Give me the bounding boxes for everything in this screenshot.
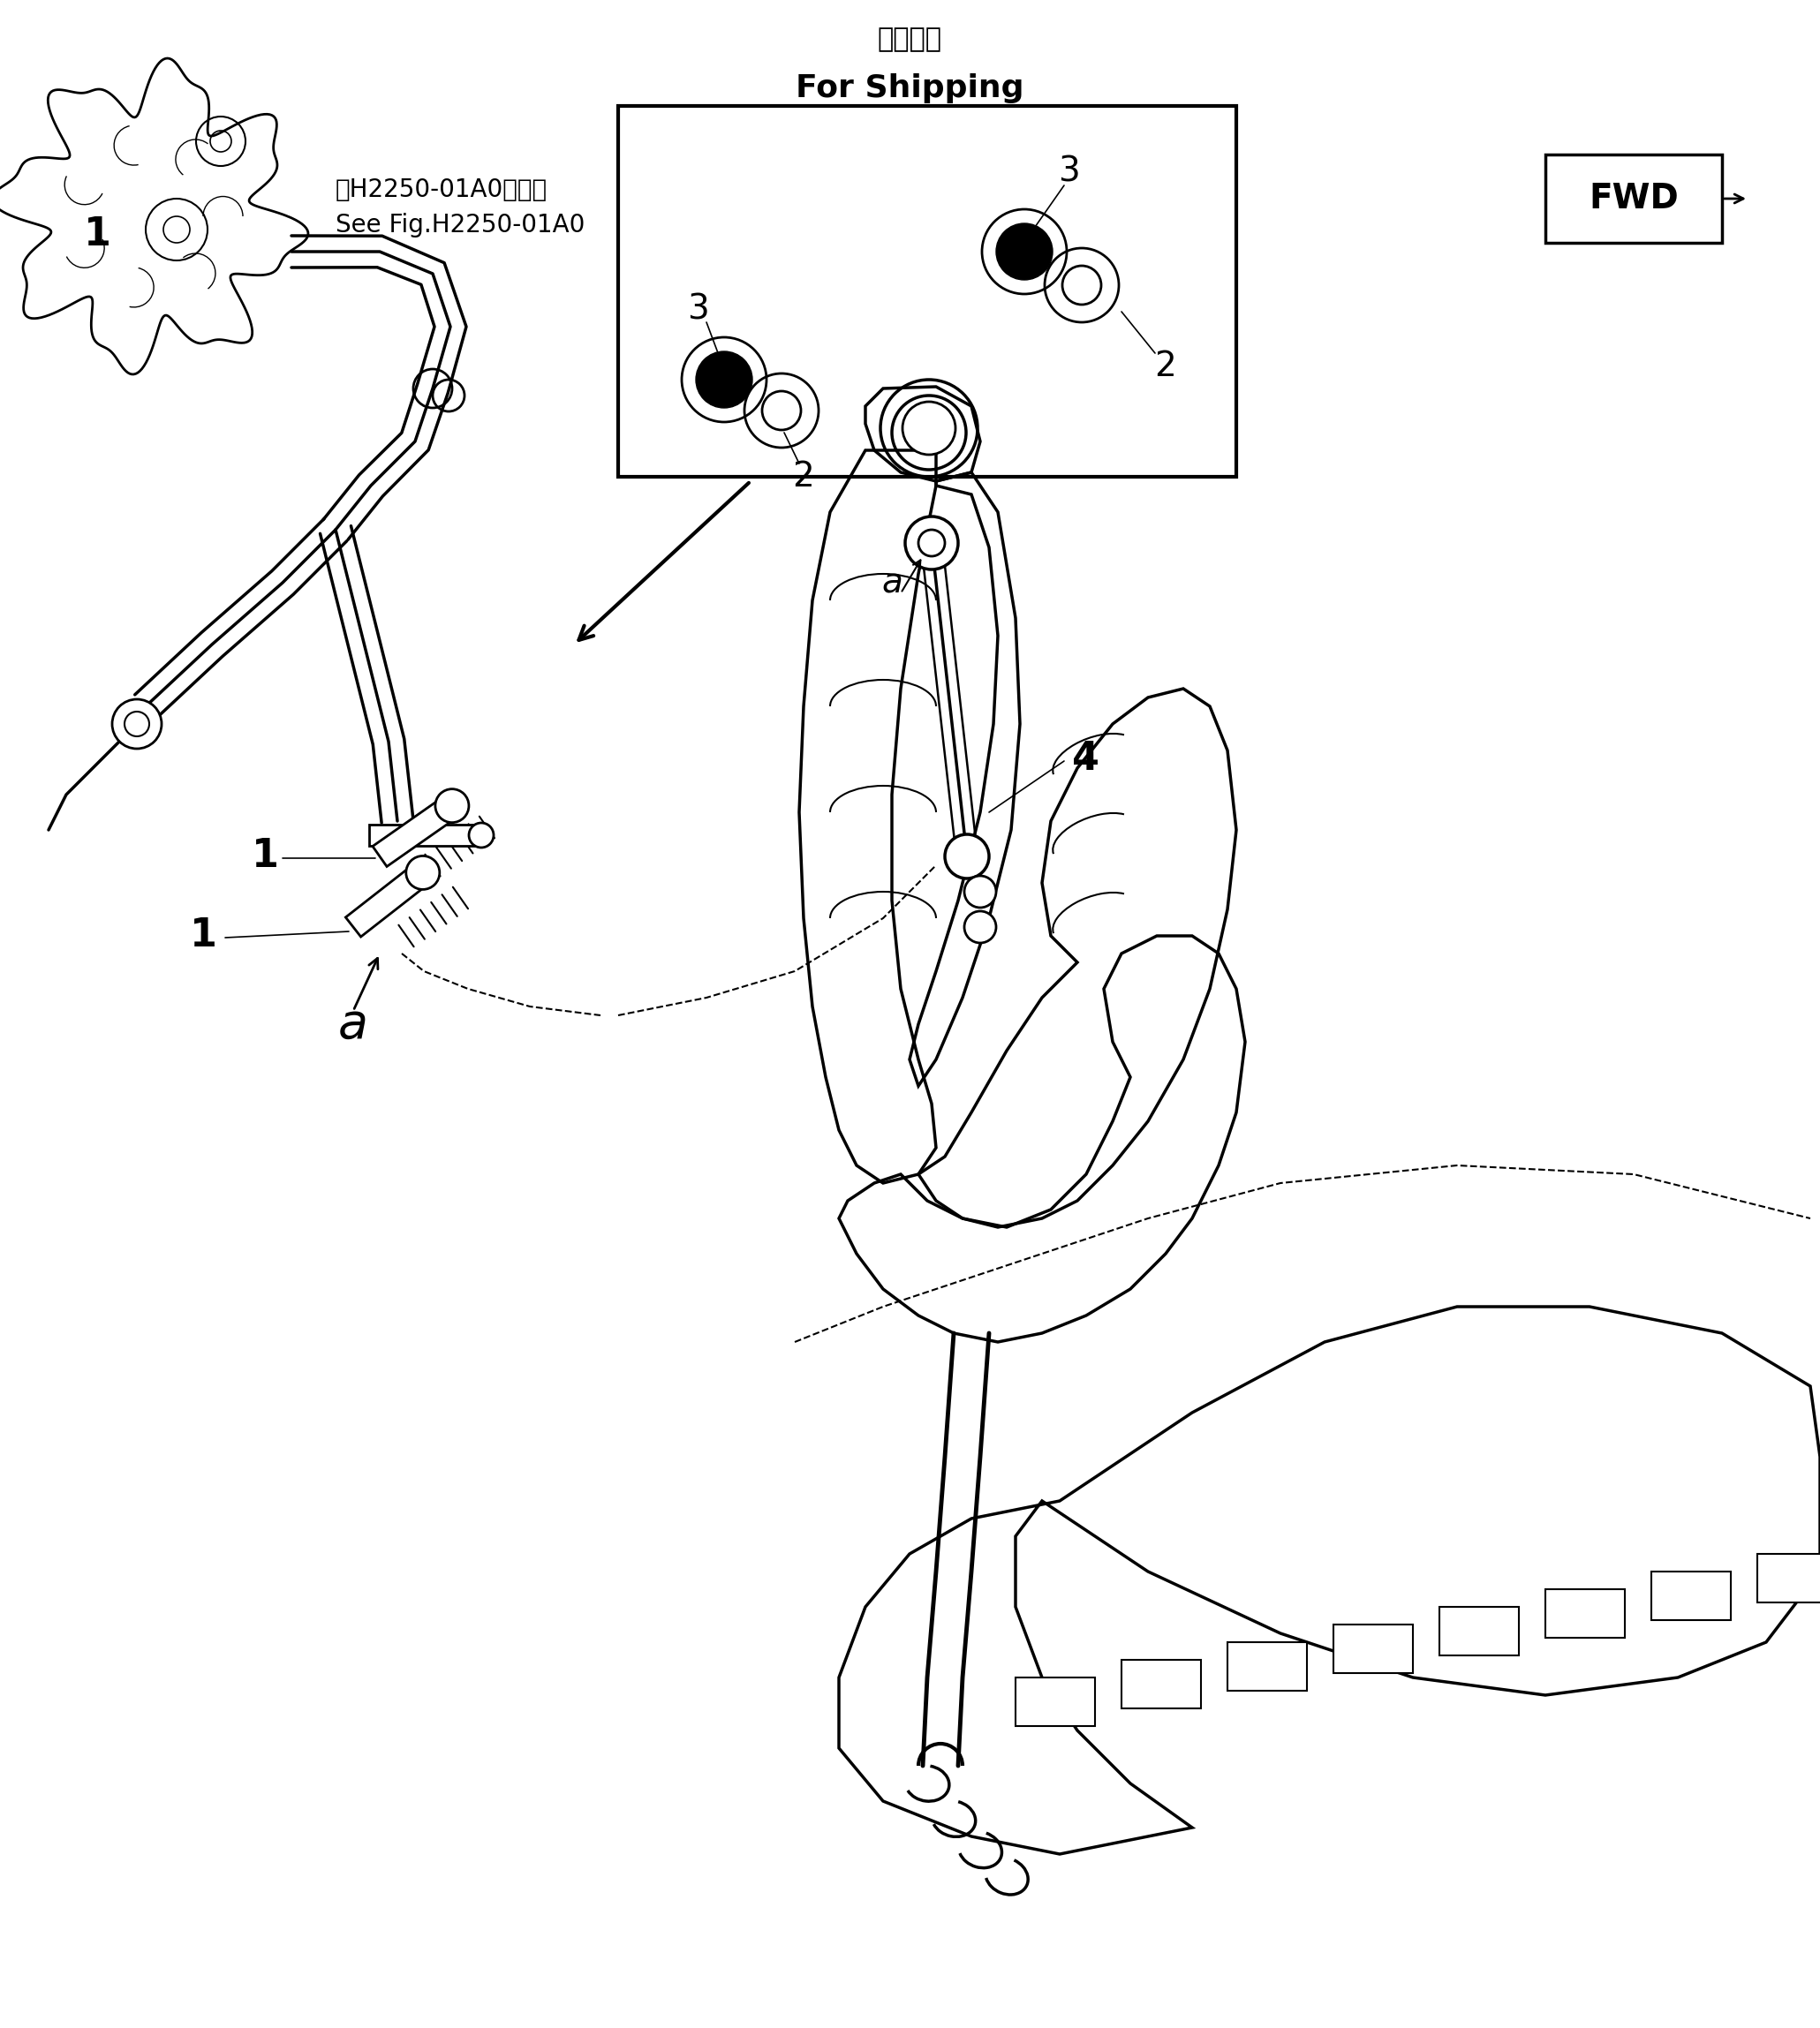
Text: 1: 1 [251, 838, 278, 876]
Text: a: a [881, 566, 903, 600]
Circle shape [406, 856, 440, 890]
Circle shape [945, 834, 988, 878]
Circle shape [903, 402, 956, 454]
Polygon shape [346, 864, 430, 937]
Circle shape [435, 789, 470, 823]
Polygon shape [373, 795, 459, 866]
Circle shape [113, 700, 162, 748]
Bar [1227, 1643, 1307, 1691]
Circle shape [965, 911, 996, 943]
Bar [1121, 1659, 1201, 1708]
Bar [1758, 1553, 1820, 1602]
Text: See Fig.H2250-01A0: See Fig.H2250-01A0 [335, 213, 584, 237]
Text: 第H2250-01A0図参照: 第H2250-01A0図参照 [335, 178, 548, 203]
Bar [1440, 1606, 1520, 1655]
Bar [1545, 1590, 1625, 1639]
Text: a: a [339, 1000, 368, 1048]
Circle shape [996, 223, 1052, 280]
Bar [619, 105, 1236, 477]
Text: 3: 3 [1057, 156, 1079, 189]
Text: 1: 1 [84, 215, 111, 254]
Text: 運搜部品: 運搜部品 [877, 26, 941, 53]
Circle shape [912, 416, 946, 450]
Text: 4: 4 [1072, 740, 1099, 779]
Text: 2: 2 [794, 460, 815, 493]
Circle shape [965, 876, 996, 909]
Bar [369, 825, 475, 846]
Text: 3: 3 [686, 292, 708, 327]
Text: 2: 2 [1154, 349, 1176, 383]
Bar [1651, 1572, 1731, 1620]
Bar [1545, 154, 1722, 243]
Circle shape [905, 517, 957, 570]
Text: 1: 1 [189, 917, 217, 955]
Circle shape [470, 823, 493, 848]
Bar [1016, 1677, 1096, 1726]
Bar [1334, 1624, 1412, 1673]
Text: For Shipping: For Shipping [795, 73, 1023, 103]
Text: FWD: FWD [1589, 183, 1678, 215]
Circle shape [695, 351, 752, 408]
